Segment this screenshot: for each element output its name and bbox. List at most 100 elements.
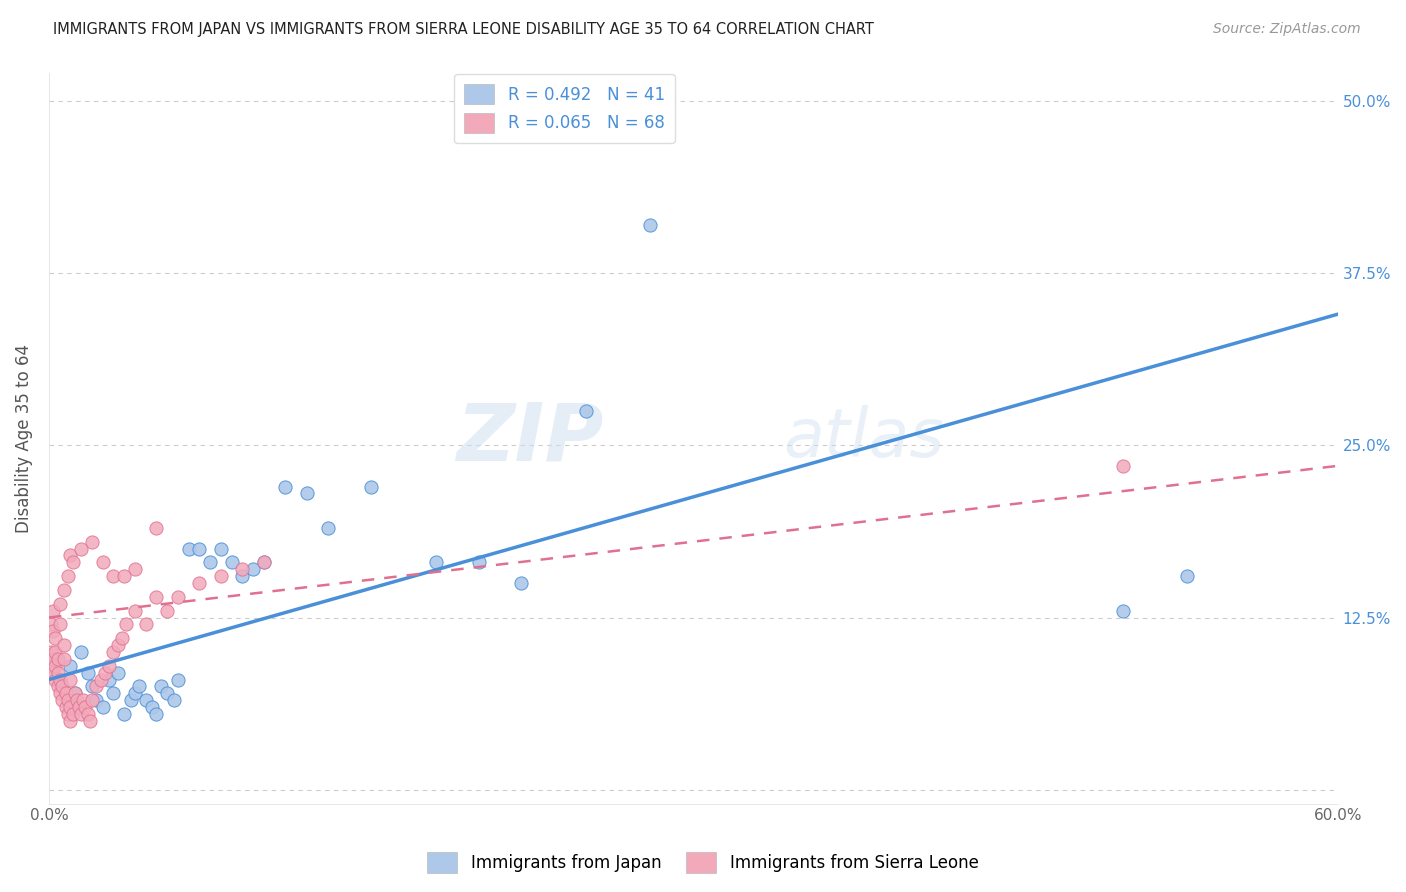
Point: [1175, 569, 1198, 583]
Point: [177, 541, 200, 556]
Point: [58, 693, 80, 707]
Point: [274, 479, 297, 493]
Point: [59, 714, 82, 728]
Point: [70, 706, 93, 721]
Point: [58, 569, 80, 583]
Point: [360, 479, 382, 493]
Point: [575, 403, 598, 417]
Point: [63, 686, 86, 700]
Point: [156, 604, 179, 618]
Point: [62, 555, 84, 569]
Point: [58, 706, 80, 721]
Point: [67, 700, 90, 714]
Point: [98, 673, 121, 687]
Point: [145, 590, 167, 604]
Point: [103, 569, 125, 583]
Point: [59, 549, 82, 563]
Legend: R = 0.492   N = 41, R = 0.065   N = 68: R = 0.492 N = 41, R = 0.065 N = 68: [454, 74, 675, 143]
Point: [84, 693, 107, 707]
Point: [120, 693, 142, 707]
Point: [55, 686, 77, 700]
Point: [55, 700, 77, 714]
Point: [51, 680, 73, 694]
Point: [124, 686, 146, 700]
Point: [42, 665, 65, 680]
Point: [107, 665, 129, 680]
Point: [135, 693, 157, 707]
Point: [53, 582, 76, 597]
Point: [135, 617, 157, 632]
Point: [80, 534, 103, 549]
Point: [59, 658, 82, 673]
Point: [48, 673, 70, 687]
Point: [145, 521, 167, 535]
Point: [124, 562, 146, 576]
Point: [48, 686, 70, 700]
Point: [53, 652, 76, 666]
Point: [124, 604, 146, 618]
Point: [48, 673, 70, 687]
Point: [76, 706, 98, 721]
Point: [62, 706, 84, 721]
Point: [115, 617, 138, 632]
Point: [112, 706, 135, 721]
Point: [103, 645, 125, 659]
Point: [39, 658, 62, 673]
Point: [209, 541, 232, 556]
Point: [48, 617, 70, 632]
Point: [221, 555, 243, 569]
Point: [242, 562, 264, 576]
Point: [1112, 458, 1135, 473]
Point: [111, 631, 134, 645]
Point: [145, 706, 167, 721]
Point: [80, 680, 103, 694]
Point: [231, 562, 253, 576]
Point: [46, 665, 69, 680]
Text: Source: ZipAtlas.com: Source: ZipAtlas.com: [1213, 22, 1361, 37]
Point: [59, 700, 82, 714]
Point: [53, 638, 76, 652]
Point: [156, 686, 179, 700]
Point: [107, 638, 129, 652]
Point: [209, 569, 232, 583]
Y-axis label: Disability Age 35 to 64: Disability Age 35 to 64: [15, 343, 32, 533]
Point: [76, 665, 98, 680]
Point: [103, 686, 125, 700]
Point: [42, 652, 65, 666]
Point: [70, 645, 93, 659]
Point: [316, 521, 339, 535]
Text: IMMIGRANTS FROM JAPAN VS IMMIGRANTS FROM SIERRA LEONE DISABILITY AGE 35 TO 64 CO: IMMIGRANTS FROM JAPAN VS IMMIGRANTS FROM…: [53, 22, 875, 37]
Point: [1112, 604, 1135, 618]
Point: [89, 673, 111, 687]
Text: ZIP: ZIP: [456, 400, 603, 477]
Point: [75, 700, 97, 714]
Point: [198, 555, 221, 569]
Legend: Immigrants from Japan, Immigrants from Sierra Leone: Immigrants from Japan, Immigrants from S…: [420, 846, 986, 880]
Point: [42, 624, 65, 639]
Point: [72, 693, 94, 707]
Point: [112, 569, 135, 583]
Point: [66, 693, 89, 707]
Point: [59, 673, 82, 687]
Point: [128, 680, 150, 694]
Point: [39, 617, 62, 632]
Text: atlas: atlas: [783, 405, 945, 471]
Point: [42, 604, 65, 618]
Point: [231, 569, 253, 583]
Point: [44, 631, 66, 645]
Point: [80, 693, 103, 707]
Point: [46, 652, 69, 666]
Point: [166, 590, 188, 604]
Point: [70, 541, 93, 556]
Point: [84, 680, 107, 694]
Point: [91, 700, 114, 714]
Point: [188, 576, 211, 591]
Point: [91, 555, 114, 569]
Point: [141, 700, 163, 714]
Point: [46, 680, 69, 694]
Point: [425, 555, 447, 569]
Point: [39, 645, 62, 659]
Point: [94, 665, 117, 680]
Point: [162, 693, 184, 707]
Point: [51, 693, 73, 707]
